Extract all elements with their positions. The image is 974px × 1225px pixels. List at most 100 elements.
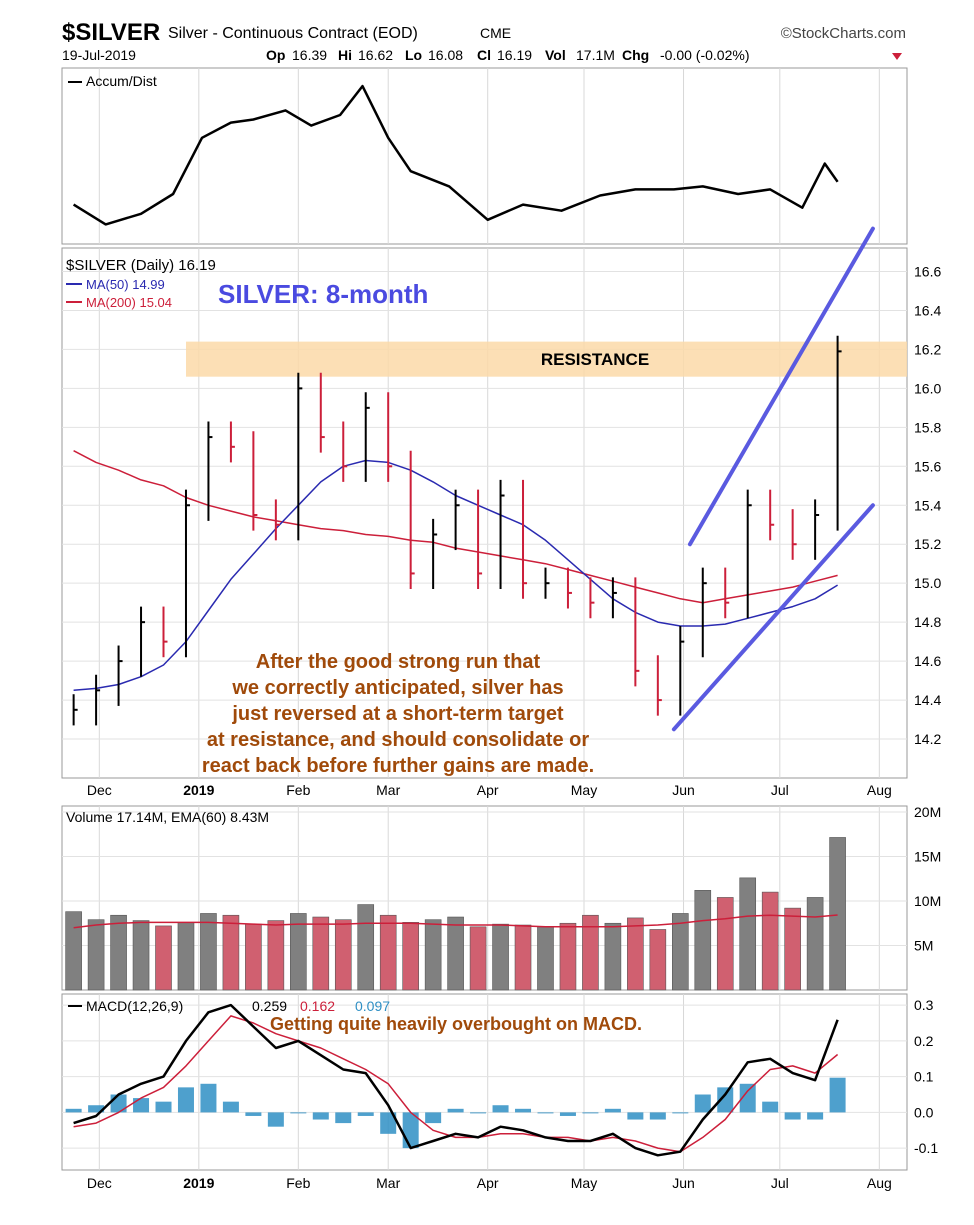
- volume-tick-label: 15M: [914, 849, 941, 865]
- volume-bar: [200, 913, 217, 991]
- macd-histogram-bar: [222, 1101, 239, 1113]
- macd-histogram-bar: [65, 1108, 82, 1113]
- macd-histogram-bar: [559, 1112, 576, 1116]
- volume-bar: [402, 922, 419, 991]
- annotation-line: we correctly anticipated, silver has: [231, 677, 563, 699]
- month-tick-label: Aug: [867, 1175, 892, 1191]
- volume-bar: [829, 837, 846, 991]
- cl-value: 16.19: [497, 47, 532, 63]
- volume-bar: [582, 914, 599, 991]
- volume-bar: [761, 891, 779, 991]
- month-tick-label: May: [571, 1175, 597, 1191]
- volume-bar: [694, 890, 712, 991]
- contract-name: Silver - Continuous Contract (EOD): [168, 25, 418, 42]
- macd-histogram-bar: [627, 1112, 644, 1120]
- hi-label: Hi: [338, 47, 352, 63]
- hist-legend-value: 0.097: [355, 998, 390, 1014]
- price-tick-label: 15.0: [914, 575, 941, 591]
- month-tick-label: May: [571, 782, 597, 798]
- volume-bar: [222, 914, 240, 991]
- macd-histogram-bar: [739, 1083, 756, 1113]
- volume-bar: [627, 917, 644, 991]
- month-tick-label: Jun: [672, 782, 695, 798]
- chg-label: Chg: [622, 47, 649, 63]
- down-arrow-icon: [892, 53, 902, 60]
- annotation-line: just reversed at a short-term target: [231, 703, 564, 725]
- macd-histogram-bar: [267, 1112, 284, 1127]
- ma50-legend: MA(50) 14.99: [86, 277, 165, 292]
- volume-bar: [65, 911, 82, 991]
- volume-bar: [447, 916, 464, 991]
- op-value: 16.39: [292, 47, 327, 63]
- macd-histogram-bar: [425, 1112, 442, 1124]
- macd-signal-line: [73, 1015, 839, 1153]
- price-tick-label: 14.4: [914, 692, 941, 708]
- macd-histogram-bar: [829, 1077, 846, 1113]
- lo-label: Lo: [405, 47, 422, 63]
- macd-histogram-bar: [537, 1112, 554, 1114]
- volume-bar: [716, 897, 734, 991]
- accum-dist-line: [72, 84, 839, 226]
- price-tick-label: 14.8: [914, 614, 941, 630]
- volume-bar: [245, 923, 262, 991]
- price-tick-label: 16.2: [914, 341, 941, 357]
- vol-value: 17.1M: [576, 47, 615, 63]
- macd-tick-label: 0.1: [914, 1069, 934, 1085]
- macd-histogram-bar: [200, 1083, 217, 1113]
- month-tick-label: Jun: [672, 1175, 695, 1191]
- vol-label: Vol: [545, 47, 566, 63]
- macd-line: [73, 1003, 839, 1157]
- volume-bar: [739, 877, 757, 991]
- volume-bar: [312, 916, 330, 991]
- volume-tick-label: 10M: [914, 893, 941, 909]
- volume-bar: [492, 923, 509, 991]
- volume-bar: [110, 914, 127, 991]
- volume-bar: [177, 922, 195, 991]
- volume-bar: [559, 922, 577, 991]
- macd-legend-prefix: MACD(12,26,9): [86, 998, 183, 1014]
- volume-bar: [379, 914, 397, 991]
- macd-histogram-bar: [155, 1101, 172, 1113]
- macd-histogram-bar: [515, 1108, 532, 1113]
- volume-bar: [784, 907, 801, 991]
- volume-bar: [357, 904, 375, 991]
- macd-histogram-bar: [177, 1087, 194, 1113]
- month-tick-label: Feb: [286, 1175, 310, 1191]
- month-tick-label: Mar: [376, 1175, 400, 1191]
- macd-histogram-bar: [88, 1105, 105, 1113]
- volume-bar: [604, 922, 622, 991]
- macd-histogram-bar: [672, 1112, 689, 1114]
- volume-bar: [87, 919, 105, 991]
- resistance-zone: [186, 341, 907, 377]
- volume-legend: Volume 17.14M, EMA(60) 8.43M: [66, 809, 269, 825]
- month-tick-label: Apr: [477, 1175, 499, 1191]
- quote-bar: Op 16.39 Hi 16.62 Lo 16.08 Cl 16.19 Vol …: [266, 47, 902, 63]
- macd-histogram-bar: [357, 1112, 374, 1116]
- quote-date: 19-Jul-2019: [62, 47, 136, 63]
- chg-value: -0.00 (-0.02%): [660, 47, 749, 63]
- price-tick-label: 15.4: [914, 497, 941, 513]
- month-tick-label: Dec: [87, 782, 112, 798]
- price-legend: $SILVER (Daily) 16.19: [66, 257, 216, 274]
- month-tick-label: 2019: [183, 1175, 214, 1191]
- macd-histogram-bar: [380, 1112, 397, 1134]
- cl-label: Cl: [477, 47, 491, 63]
- price-panel: [61, 247, 908, 779]
- volume-bar: [514, 924, 532, 991]
- volume-bar: [290, 913, 307, 991]
- macd-histogram-bar: [492, 1105, 509, 1113]
- volume-bar: [334, 919, 352, 991]
- month-tick-label: Aug: [867, 782, 892, 798]
- annotation-line: at resistance, and should consolidate or: [207, 729, 590, 751]
- macd-histogram-bar: [290, 1112, 307, 1114]
- macd-histogram-bar: [335, 1112, 352, 1124]
- annotation-line: After the good strong run that: [256, 651, 541, 673]
- month-tick-label: Mar: [376, 782, 400, 798]
- volume-tick-label: 5M: [914, 938, 933, 954]
- macd-histogram-bar: [649, 1112, 666, 1120]
- accum-dist-legend: Accum/Dist: [86, 73, 157, 89]
- macd-legend: MACD(12,26,9) 0.259 0.162 0.097: [68, 998, 390, 1014]
- month-tick-label: 2019: [183, 782, 214, 798]
- volume-bar: [469, 926, 487, 991]
